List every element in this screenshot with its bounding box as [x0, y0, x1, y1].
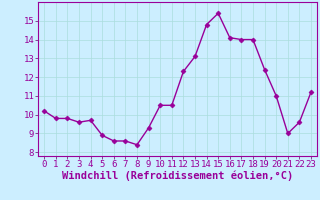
X-axis label: Windchill (Refroidissement éolien,°C): Windchill (Refroidissement éolien,°C)	[62, 171, 293, 181]
